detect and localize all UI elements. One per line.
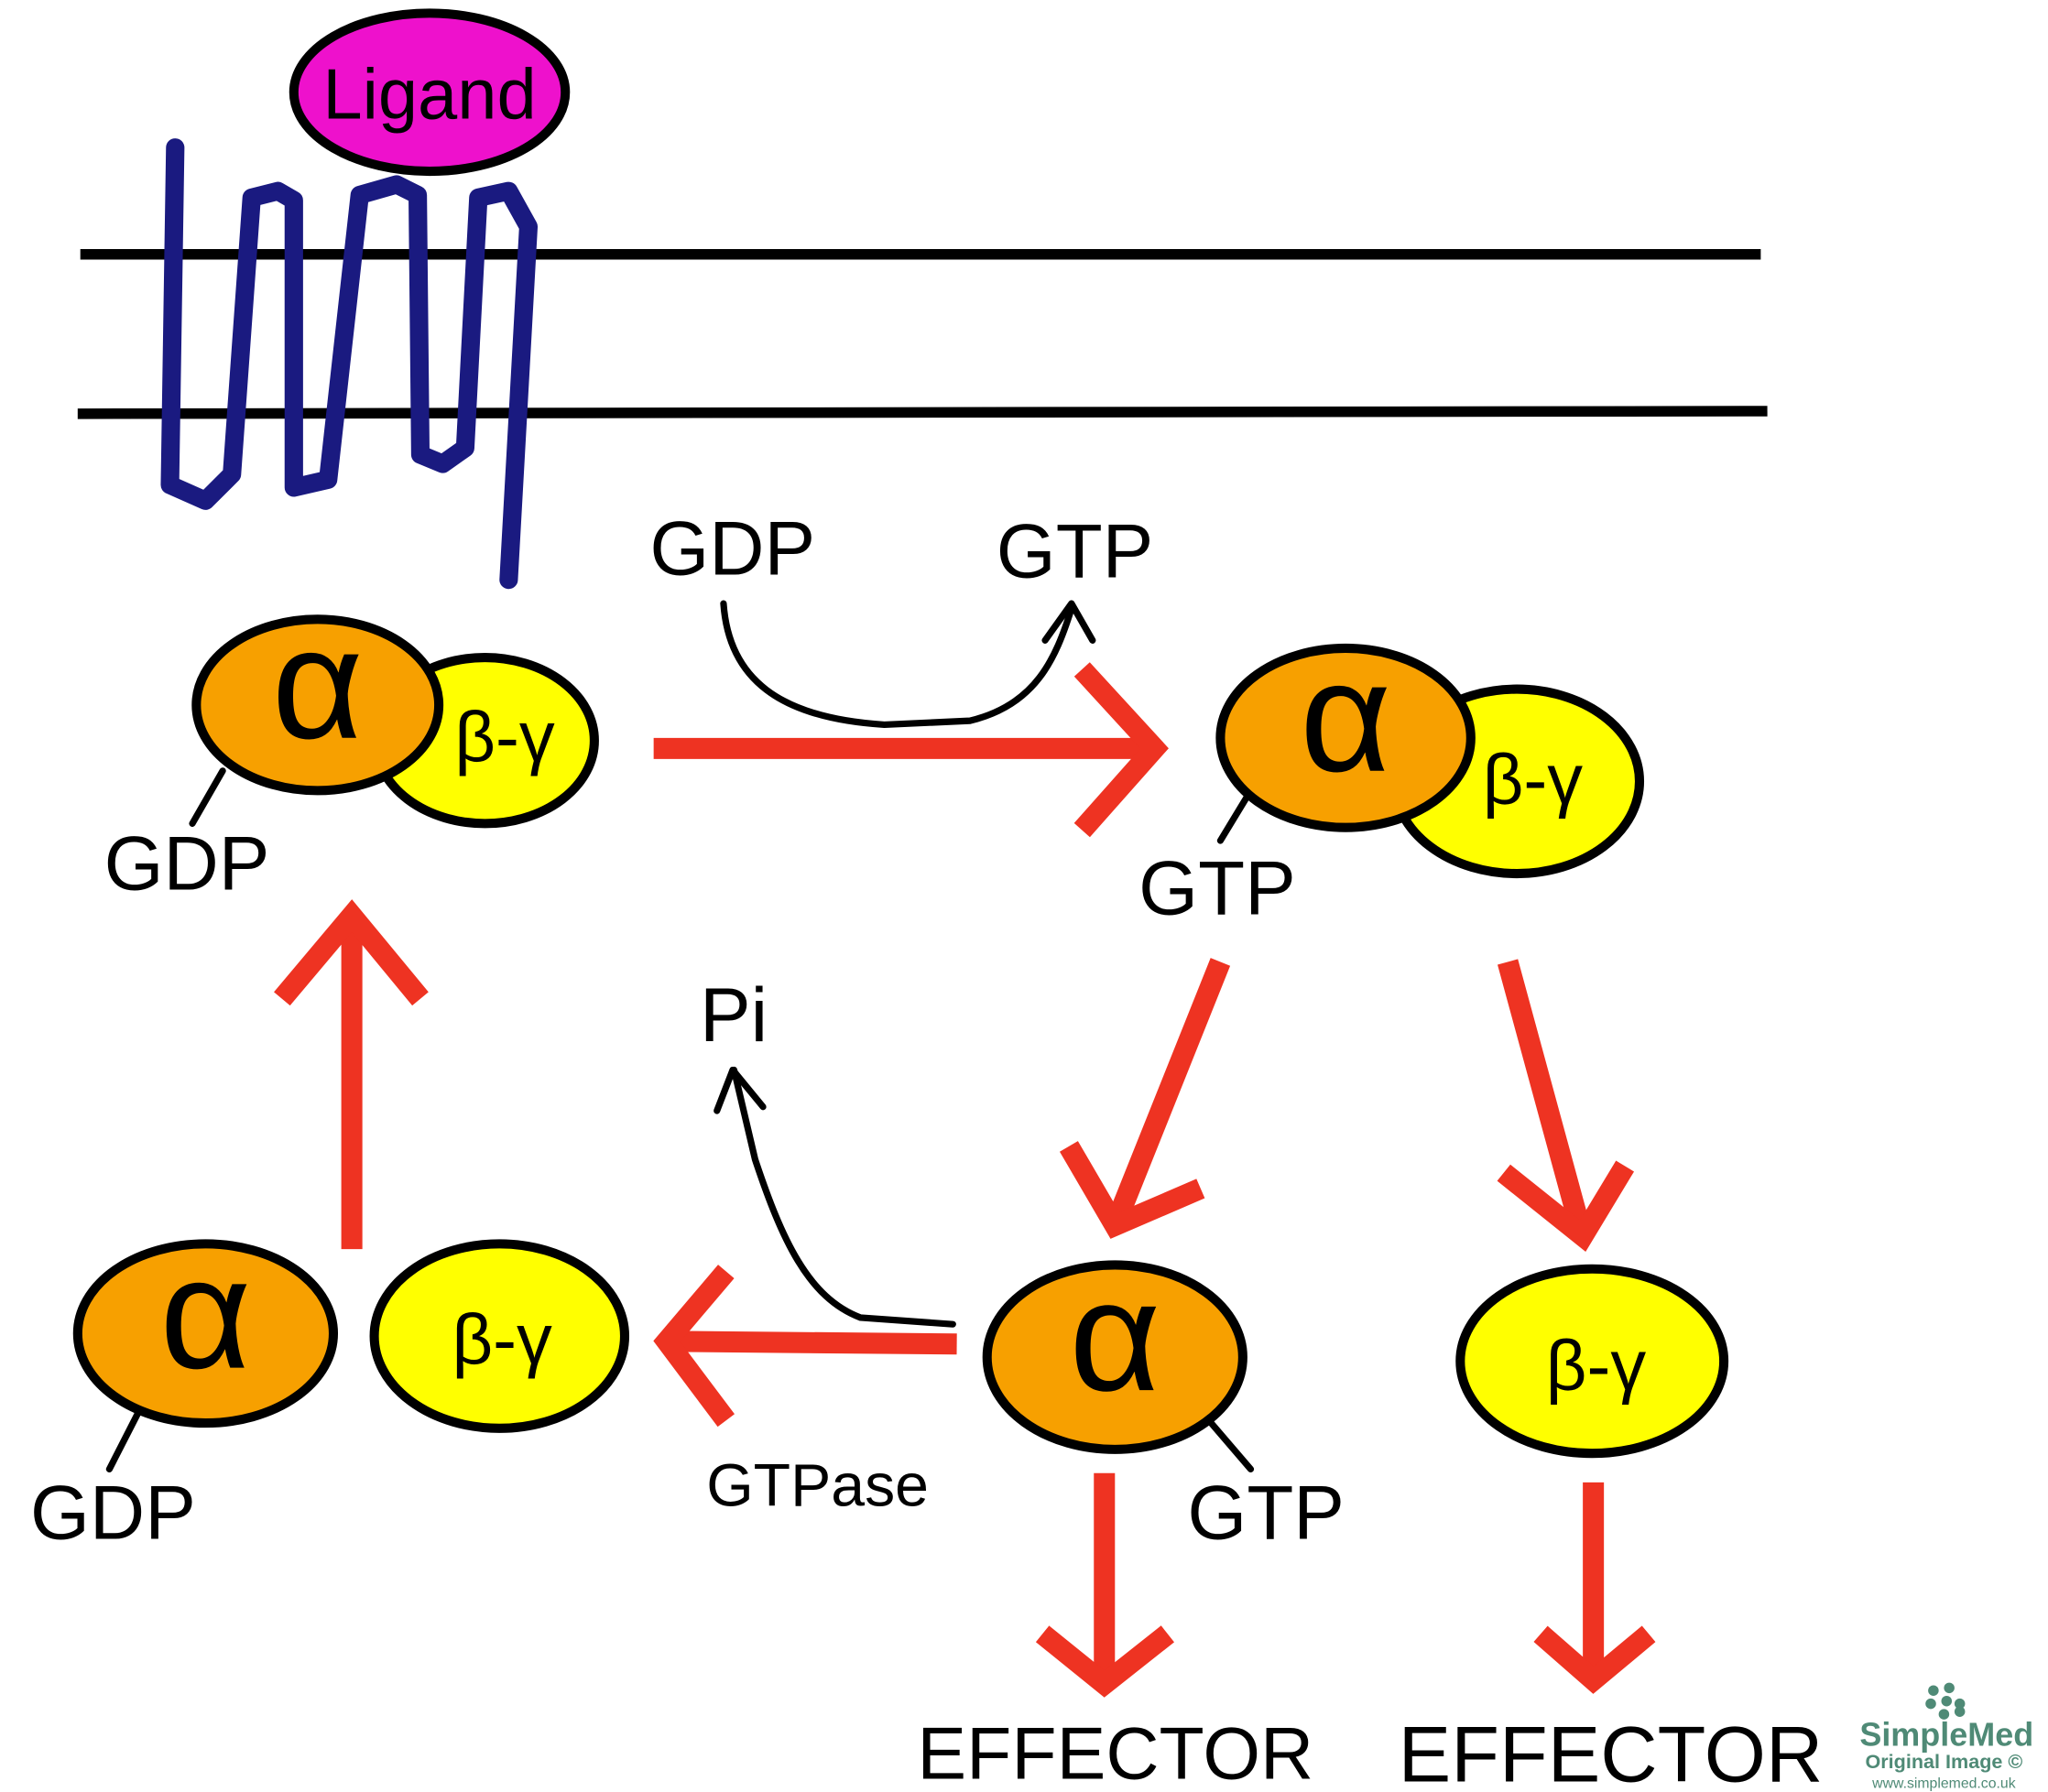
logo-tagline: Original Image © (1866, 1750, 2023, 1773)
ligand (289, 8, 571, 177)
gtp-connector (1207, 1419, 1255, 1473)
arrowhead (274, 899, 429, 1006)
dissociation-arrow-alpha (1107, 958, 1231, 1223)
alpha-subunit (982, 1260, 1247, 1454)
alpha-label: α (159, 1225, 251, 1402)
gtp-label: GTP (1138, 845, 1296, 931)
gtp-label: GTP (1187, 1470, 1345, 1556)
alpha-subunit (72, 1239, 339, 1428)
alpha-subunit (1215, 643, 1476, 832)
beta-gamma-label: β-γ (1546, 1327, 1647, 1406)
pi-label: Pi (700, 972, 768, 1058)
gpcr-receptor (160, 138, 539, 590)
arrowhead (1059, 1141, 1205, 1239)
beta-gamma-label: β-γ (1483, 741, 1584, 820)
dissociation-arrow-beta-gamma (1497, 959, 1591, 1232)
ligand-label: Ligand (322, 56, 536, 135)
gdp-connector (105, 1406, 144, 1473)
arrowhead (1035, 1625, 1174, 1698)
gdp-label: GDP (649, 505, 815, 591)
gdp-connector (189, 767, 226, 827)
arrowhead (1073, 662, 1169, 838)
beta-gamma-subunit (1455, 1264, 1729, 1459)
arrowhead (1533, 1625, 1656, 1694)
beta-gamma-label: β-γ (454, 699, 555, 777)
alpha-label: α (1069, 1247, 1160, 1424)
alpha-label: α (1300, 628, 1391, 805)
gtpase-label: GTPase (706, 1452, 929, 1520)
membrane-inner-line (77, 406, 1768, 419)
arrowhead (1041, 600, 1096, 644)
logo-brand: SimpleMed (1859, 1716, 2033, 1754)
simplemed-logo: SimpleMed Original Image © www.simplemed… (1859, 1682, 2033, 1792)
arrowhead (1497, 1160, 1635, 1252)
gtp-label: GTP (997, 507, 1154, 593)
gdp-label: GDP (104, 820, 270, 906)
arrowhead (653, 1265, 735, 1428)
effector-label: EFFECTOR (917, 1713, 1313, 1792)
hydrolysis-arrow (670, 1330, 957, 1355)
effector-label: EFFECTOR (1399, 1711, 1824, 1792)
pi-release-curved-arrow (730, 1066, 956, 1328)
beta-gamma-subunit (369, 1239, 630, 1433)
gdp-label: GDP (30, 1470, 196, 1556)
exchange-curved-arrow (720, 600, 1075, 729)
gtp-connector (1216, 793, 1250, 844)
logo-url: www.simplemed.co.uk (1871, 1776, 2016, 1792)
beta-gamma-label: β-γ (452, 1300, 552, 1379)
alpha-label: α (272, 595, 364, 772)
alpha-subunit (191, 614, 444, 796)
arrowhead (714, 1066, 767, 1114)
